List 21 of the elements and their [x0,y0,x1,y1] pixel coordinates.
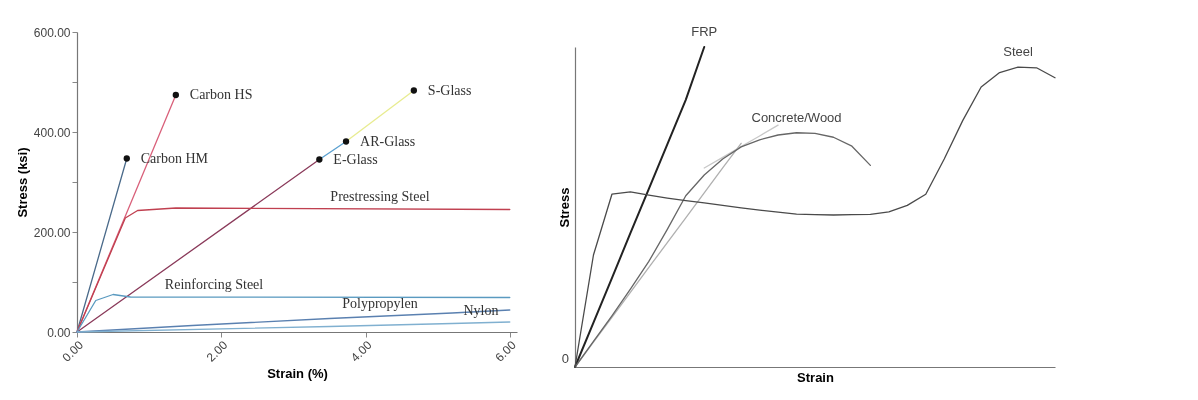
y-tick-label: 600.00 [33,25,71,40]
x-tick-label: 4.00 [348,337,375,365]
annotation: Reinforcing Steel [164,277,264,292]
annotation: Polypropylen [342,296,418,312]
annotation: Prestressing Steel [330,189,430,204]
annotation: Carbon HS [189,87,253,102]
annotation: AR-Glass [360,133,416,149]
y-axis-title: Stress [556,187,572,228]
y-tick-label: 0.00 [47,325,71,340]
x-axis-title: Strain [797,369,834,385]
y-tick-label: 400.00 [33,125,71,140]
y-tick-label: 200.00 [33,225,71,240]
annotation: S-Glass [427,82,472,98]
series-label: FRP [691,24,718,39]
y-axis-title: Stress (ksi) [14,147,30,218]
series-label: Concrete/Wood [751,109,842,125]
x-axis-title: Strain (%) [267,365,328,381]
text: 0 [561,351,569,366]
series-label: Steel [1003,44,1033,60]
x-tick-label: 6.00 [492,337,519,365]
annotation: E-Glass [333,151,378,167]
